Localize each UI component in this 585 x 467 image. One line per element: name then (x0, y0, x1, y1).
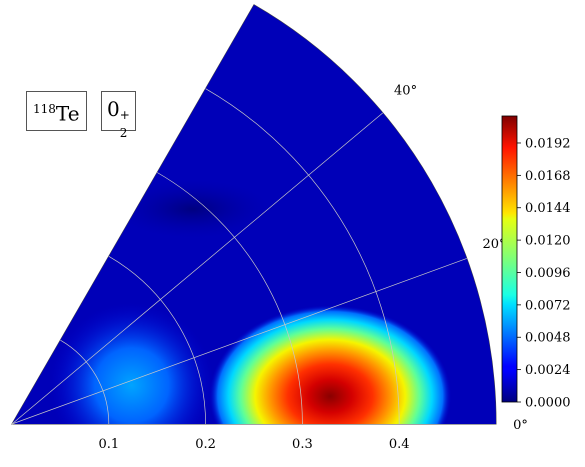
radial-gridline (157, 172, 303, 425)
angular-tick-label: 0° (513, 418, 528, 433)
colorbar-tick-labels: 0.0000 0.0024 0.0048 0.0072 0.0096 0.0120 0.01… (517, 136, 571, 411)
angular-tick-label: 40° (394, 84, 417, 99)
colorbar-tick-label: 0.0192 (525, 136, 571, 151)
polar-grid (11, 88, 467, 425)
colorbar-tick-label: 0.0096 (525, 266, 571, 281)
colorbar-tick-label: 0.0120 (525, 234, 571, 249)
colorbar-tick-label: 0.0072 (525, 298, 571, 313)
state-sub: 2 (119, 126, 128, 140)
radial-tick-label: 0.2 (195, 437, 216, 452)
state-sup: + (119, 108, 130, 122)
colorbar-tick-label: 0.0168 (525, 169, 571, 184)
angular-tick-labels: 0°20°40°60° (394, 84, 528, 433)
colorbar-tick-label: 0.0048 (525, 331, 571, 346)
colorbar-tick-label: 0.0024 (525, 363, 571, 378)
heatmap-peak-main (209, 305, 452, 424)
state-base: 0 (107, 97, 120, 121)
nucleus-symbol: Te (55, 101, 80, 126)
angular-tick-label: 20° (482, 237, 505, 252)
radial-tick-label: 0.4 (389, 437, 410, 452)
radial-tick-labels: 0.1 0.2 0.3 0.4 (98, 437, 409, 452)
heatmap-peak-top (115, 179, 270, 238)
colorbar (501, 115, 518, 403)
radial-gridline (205, 88, 400, 425)
radial-tick-label: 0.3 (292, 437, 313, 452)
colorbar-tick-label: 0.0144 (525, 201, 571, 216)
angular-gridline (11, 258, 467, 425)
nucleus-mass: 118 (33, 102, 56, 116)
colorbar-tick-label: 0.0000 (525, 396, 571, 411)
radial-tick-label: 0.1 (98, 437, 119, 452)
heatmap-peak-side (49, 302, 214, 424)
radial-gridline (60, 339, 110, 425)
angular-gridline (11, 112, 383, 425)
state-label-box: 0 +2 (101, 91, 136, 140)
radial-gridline (108, 256, 206, 425)
nucleus-label-box: 118Te (26, 91, 87, 131)
